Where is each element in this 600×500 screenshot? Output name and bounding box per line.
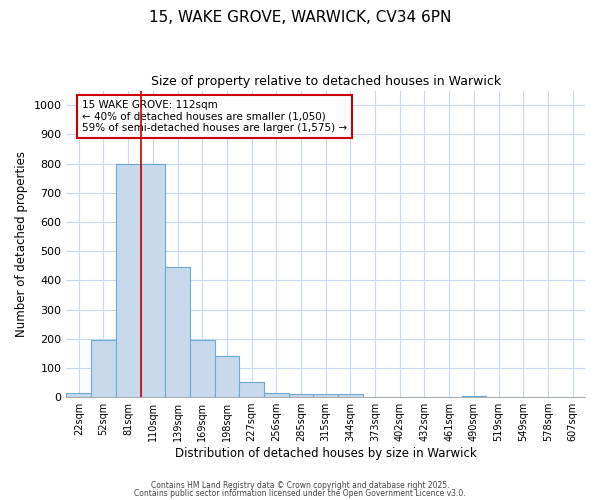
Text: 15, WAKE GROVE, WARWICK, CV34 6PN: 15, WAKE GROVE, WARWICK, CV34 6PN bbox=[149, 10, 451, 25]
Title: Size of property relative to detached houses in Warwick: Size of property relative to detached ho… bbox=[151, 75, 501, 88]
Y-axis label: Number of detached properties: Number of detached properties bbox=[15, 151, 28, 337]
X-axis label: Distribution of detached houses by size in Warwick: Distribution of detached houses by size … bbox=[175, 447, 476, 460]
Text: 15 WAKE GROVE: 112sqm
← 40% of detached houses are smaller (1,050)
59% of semi-d: 15 WAKE GROVE: 112sqm ← 40% of detached … bbox=[82, 100, 347, 133]
Bar bbox=[165, 267, 190, 397]
Bar bbox=[190, 340, 215, 397]
Bar bbox=[239, 382, 264, 397]
Text: Contains public sector information licensed under the Open Government Licence v3: Contains public sector information licen… bbox=[134, 488, 466, 498]
Bar bbox=[289, 394, 313, 397]
Bar bbox=[116, 164, 140, 397]
Bar bbox=[215, 356, 239, 397]
Bar bbox=[313, 394, 338, 397]
Text: Contains HM Land Registry data © Crown copyright and database right 2025.: Contains HM Land Registry data © Crown c… bbox=[151, 481, 449, 490]
Bar bbox=[461, 396, 486, 397]
Bar bbox=[91, 340, 116, 397]
Bar bbox=[338, 394, 363, 397]
Bar bbox=[67, 392, 91, 397]
Bar bbox=[140, 164, 165, 397]
Bar bbox=[264, 394, 289, 397]
